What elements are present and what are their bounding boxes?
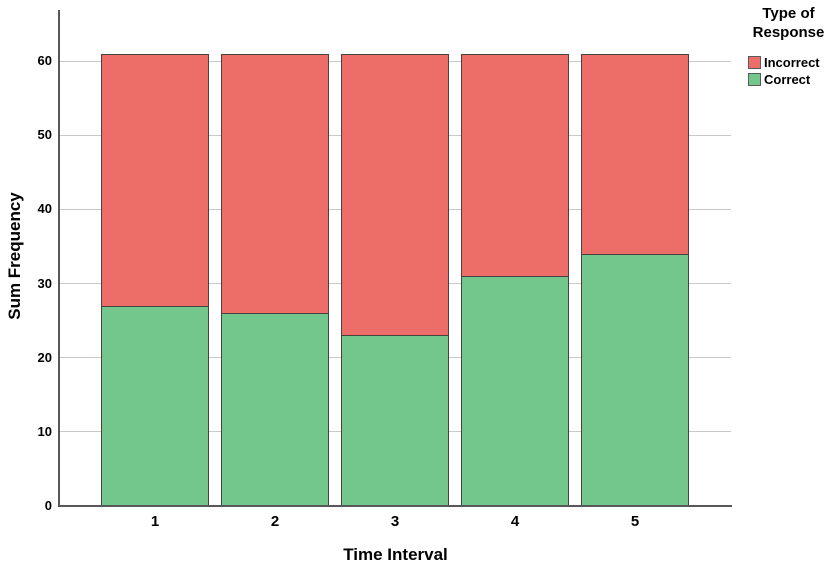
x-axis-line <box>58 505 732 507</box>
legend-items: Incorrect Correct <box>740 54 837 87</box>
bar-2-correct-segment <box>221 313 329 506</box>
legend-label-correct: Correct <box>764 71 811 87</box>
legend-title: Type of Response <box>752 5 825 41</box>
legend-swatch-correct-icon <box>748 72 761 86</box>
y-tick-label-50: 50 <box>37 127 52 143</box>
x-tick-label-1: 1 <box>150 513 160 530</box>
bar-3-correct-segment <box>341 335 449 506</box>
bar-5-correct-segment <box>581 253 689 506</box>
bar-1-incorrect-segment <box>101 53 209 306</box>
legend-label-incorrect: Incorrect <box>764 54 820 70</box>
legend-item-incorrect: Incorrect <box>748 54 837 70</box>
y-tick-label-20: 20 <box>37 349 52 365</box>
x-tick-label-4: 4 <box>510 513 520 530</box>
y-tick-label-60: 60 <box>37 53 52 68</box>
bar-3-incorrect-segment <box>341 53 449 336</box>
y-tick-label-30: 30 <box>37 275 52 291</box>
bar-4-correct-segment <box>461 276 569 506</box>
x-axis-title: Time Interval <box>343 545 448 564</box>
bar-1-correct-segment <box>101 305 209 506</box>
bar-4-incorrect-segment <box>461 53 569 277</box>
y-tick-label-40: 40 <box>37 201 52 217</box>
x-tick-label-5: 5 <box>630 513 640 530</box>
legend: Type of Response Incorrect Correct <box>740 4 837 88</box>
y-tick-label-0: 0 <box>44 498 52 513</box>
bar-5-incorrect-segment <box>581 53 689 254</box>
legend-swatch-incorrect-icon <box>748 55 761 69</box>
y-tick-label-10: 10 <box>37 423 52 439</box>
x-tick-label-2: 2 <box>270 513 280 530</box>
bar-2-incorrect-segment <box>221 53 329 314</box>
legend-item-correct: Correct <box>748 71 837 87</box>
x-tick-label-3: 3 <box>390 513 400 530</box>
y-axis-line <box>58 10 60 507</box>
